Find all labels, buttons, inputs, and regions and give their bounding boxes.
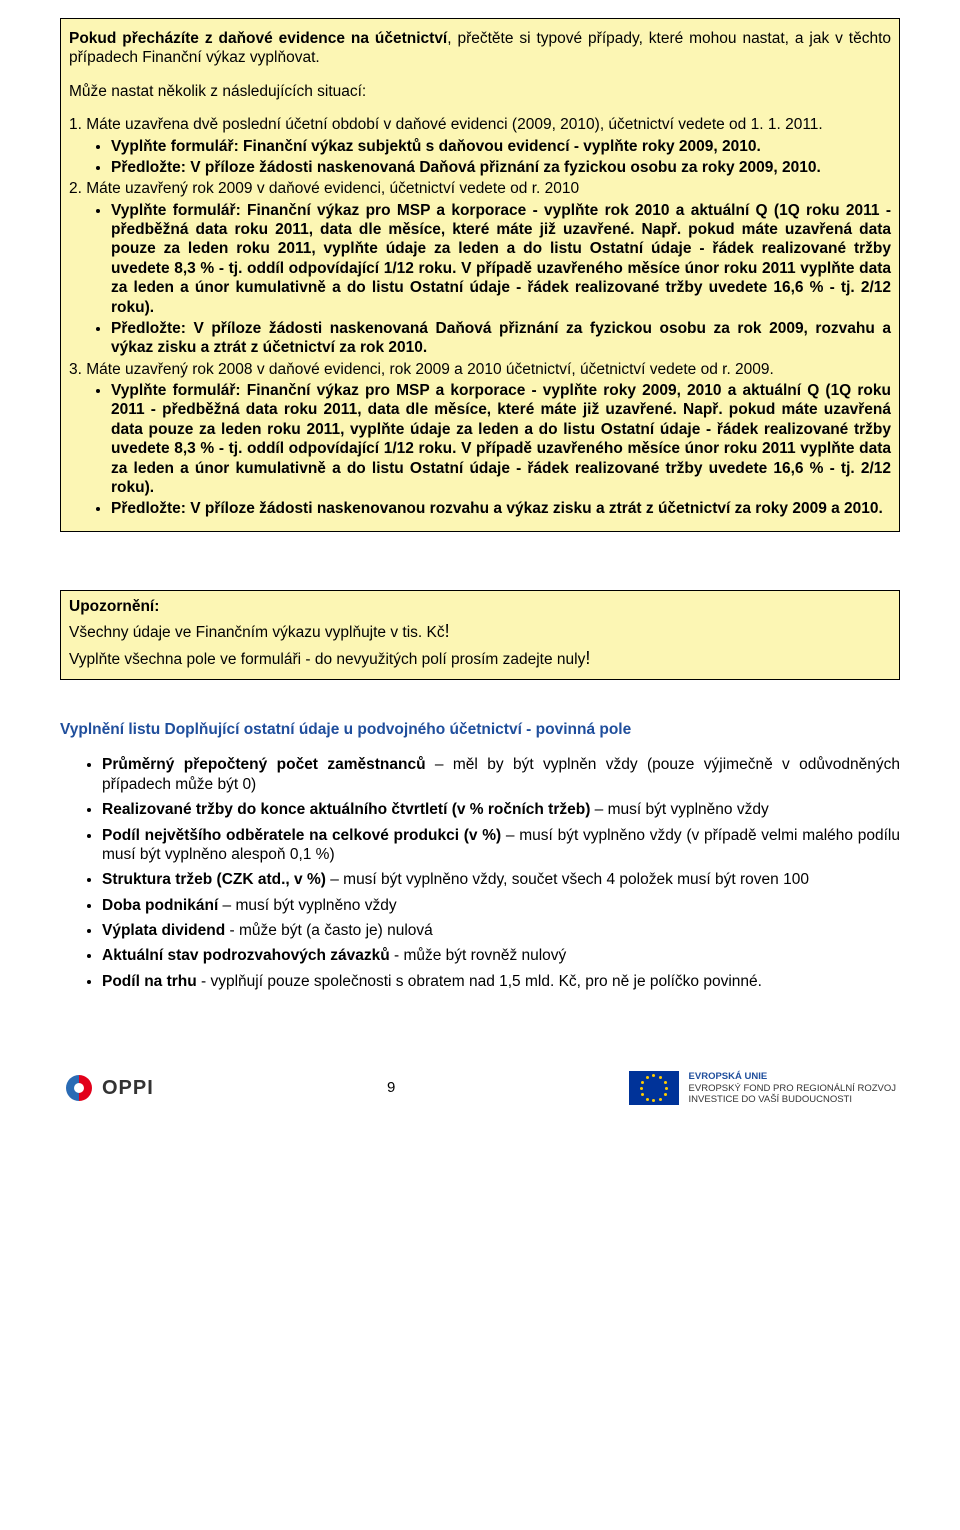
scenario-2-bullets: Vyplňte formulář: Finanční výkaz pro MSP… xyxy=(69,201,891,358)
field-dividends-desc: - může být (a často je) nulová xyxy=(225,922,433,939)
intro-sub: Může nastat několik z následujících situ… xyxy=(69,82,891,101)
warning-line-2: Vyplňte všechna pole ve formuláři - do n… xyxy=(69,647,891,670)
field-dividends: Výplata dividend - může být (a často je)… xyxy=(102,921,900,940)
info-box-transition: Pokud přecházíte z daňové evidence na úč… xyxy=(60,18,900,532)
warning-2-text: Vyplňte všechna pole ve formuláři - do n… xyxy=(69,651,585,668)
scenario-2: 2. Máte uzavřený rok 2009 v daňové evide… xyxy=(69,179,891,357)
field-business-duration-desc: – musí být vyplněno vždy xyxy=(218,897,396,914)
field-employees: Průměrný přepočtený počet zaměstnanců – … xyxy=(102,755,900,794)
field-sales-desc: – musí být vyplněno vždy xyxy=(590,801,768,818)
warning-line-1: Všechny údaje ve Finančním výkazu vyplňu… xyxy=(69,620,891,643)
scenario-1-text: Máte uzavřena dvě poslední účetní období… xyxy=(86,116,822,133)
field-sales: Realizované tržby do konce aktuálního čt… xyxy=(102,800,900,819)
scenario-list: 1. Máte uzavřena dvě poslední účetní obd… xyxy=(69,115,891,519)
scenario-1-bullets: Vyplňte formulář: Finanční výkaz subjekt… xyxy=(69,137,891,178)
field-sales-structure-desc: – musí být vyplněno vždy, součet všech 4… xyxy=(326,871,809,888)
scenario-1: 1. Máte uzavřena dvě poslední účetní obd… xyxy=(69,115,891,177)
scenario-3-num: 3. xyxy=(69,360,82,379)
scenario-2-num: 2. xyxy=(69,179,82,198)
warning-title: Upozornění: xyxy=(69,597,891,616)
page-footer: OPPI 9 EVROPSKÁ UNIE EVROPSKÝ FOND PRO R… xyxy=(60,1071,900,1105)
field-offbalance-desc: - může být rovněž nulový xyxy=(390,947,567,964)
field-business-duration: Doba podnikání – musí být vyplněno vždy xyxy=(102,896,900,915)
oppi-logo: OPPI xyxy=(64,1073,154,1103)
warning-1-text: Všechny údaje ve Finančním výkazu vyplňu… xyxy=(69,624,445,641)
field-market-share-desc: - vyplňují pouze společnosti s obratem n… xyxy=(197,973,762,990)
field-business-duration-label: Doba podnikání xyxy=(102,897,218,914)
oppi-icon xyxy=(64,1073,94,1103)
field-employees-label: Průměrný přepočtený počet zaměstnanců xyxy=(102,756,426,773)
scenario-1-num: 1. xyxy=(69,115,82,134)
scenario-3-text: Máte uzavřený rok 2008 v daňové evidenci… xyxy=(86,361,774,378)
field-sales-label: Realizované tržby do konce aktuálního čt… xyxy=(102,801,590,818)
page-number: 9 xyxy=(387,1079,395,1098)
scenario-2-b2: Předložte: V příloze žádosti naskenovaná… xyxy=(111,319,891,358)
field-customer-share-label: Podíl největšího odběratele na celkové p… xyxy=(102,827,501,844)
field-dividends-label: Výplata dividend xyxy=(102,922,225,939)
scenario-2-text: Máte uzavřený rok 2009 v daňové evidenci… xyxy=(86,180,579,197)
scenario-1-b2: Předložte: V příloze žádosti naskenovaná… xyxy=(111,158,891,177)
eu-line-1: EVROPSKÁ UNIE xyxy=(689,1071,896,1082)
field-offbalance: Aktuální stav podrozvahových závazků - m… xyxy=(102,946,900,965)
eu-logo: EVROPSKÁ UNIE EVROPSKÝ FOND PRO REGIONÁL… xyxy=(629,1071,896,1105)
intro-bold: Pokud přecházíte z daňové evidence na úč… xyxy=(69,30,447,47)
warning-2-excl: ! xyxy=(585,648,590,668)
field-sales-structure-label: Struktura tržeb (CZK atd., v %) xyxy=(102,871,326,888)
eu-line-2: EVROPSKÝ FOND PRO REGIONÁLNÍ ROZVOJ xyxy=(689,1083,896,1094)
section-heading: Vyplnění listu Doplňující ostatní údaje … xyxy=(60,720,900,739)
scenario-3-b1: Vyplňte formulář: Finanční výkaz pro MSP… xyxy=(111,381,891,497)
field-offbalance-label: Aktuální stav podrozvahových závazků xyxy=(102,947,390,964)
warning-1-excl: ! xyxy=(445,621,450,641)
scenario-1-b1: Vyplňte formulář: Finanční výkaz subjekt… xyxy=(111,137,891,156)
scenario-3-b2: Předložte: V příloze žádosti naskenovano… xyxy=(111,499,891,518)
field-market-share: Podíl na trhu - vyplňují pouze společnos… xyxy=(102,972,900,991)
eu-line-3: INVESTICE DO VAŠÍ BUDOUCNOSTI xyxy=(689,1094,896,1105)
field-market-share-label: Podíl na trhu xyxy=(102,973,197,990)
field-sales-structure: Struktura tržeb (CZK atd., v %) – musí b… xyxy=(102,870,900,889)
eu-text: EVROPSKÁ UNIE EVROPSKÝ FOND PRO REGIONÁL… xyxy=(689,1071,896,1105)
scenario-3-bullets: Vyplňte formulář: Finanční výkaz pro MSP… xyxy=(69,381,891,519)
info-box-warning: Upozornění: Všechny údaje ve Finančním v… xyxy=(60,590,900,680)
intro-paragraph: Pokud přecházíte z daňové evidence na úč… xyxy=(69,29,891,68)
required-fields-list: Průměrný přepočtený počet zaměstnanců – … xyxy=(60,755,900,991)
field-customer-share: Podíl největšího odběratele na celkové p… xyxy=(102,826,900,865)
eu-flag-icon xyxy=(629,1071,679,1105)
scenario-2-b1: Vyplňte formulář: Finanční výkaz pro MSP… xyxy=(111,201,891,317)
scenario-3: 3. Máte uzavřený rok 2008 v daňové evide… xyxy=(69,360,891,519)
oppi-text: OPPI xyxy=(102,1076,154,1101)
